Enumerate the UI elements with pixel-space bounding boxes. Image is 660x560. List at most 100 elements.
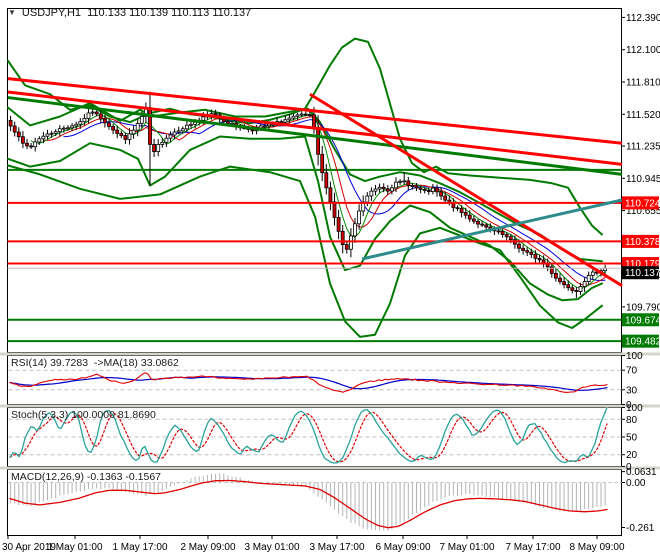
candle-body [459, 208, 464, 213]
panel-separator-1[interactable] [0, 352, 660, 356]
candle-body [443, 195, 448, 201]
candle-body [70, 125, 74, 129]
candle-body [574, 290, 579, 292]
candle-body [295, 114, 300, 117]
ma-line-red [42, 116, 606, 286]
candle-body [348, 235, 353, 250]
symbol-dropdown-icon[interactable]: ▼ [8, 8, 16, 17]
candle-body [62, 127, 66, 130]
candle-body [467, 214, 472, 220]
candle-body [439, 191, 444, 197]
stoch-k-line [9, 406, 608, 464]
time-axis-label: 2 May 09:00 [180, 542, 235, 553]
panel-separator-2[interactable] [0, 404, 660, 408]
candle-body [45, 133, 50, 137]
stoch-tick-label: 80 [626, 415, 638, 426]
candle-body [307, 114, 312, 116]
price-badge-label: 109.674 [625, 315, 660, 326]
candle-body [189, 123, 193, 126]
main-chart[interactable] [7, 37, 623, 343]
candle-body [107, 122, 111, 127]
price-tick-label: 109.790 [626, 302, 660, 313]
rsi-tick-label: 30 [626, 385, 638, 396]
candle-body [562, 281, 566, 286]
quote-text: USDJPY,H1 110.133 110.139 110.113 110.13… [21, 7, 252, 19]
candle-body [435, 187, 439, 193]
candle-body [508, 236, 513, 241]
candle-body [414, 185, 419, 189]
candle-body [320, 153, 325, 174]
macd-plot [8, 473, 622, 531]
resistance-trendline-1[interactable] [7, 77, 623, 145]
candle-body [340, 230, 345, 245]
price-tick-label: 110.655 [626, 206, 660, 217]
macd-panel[interactable] [7, 469, 622, 536]
candle-body [156, 144, 161, 153]
candle-body [369, 190, 374, 197]
price-badge-label: 110.179 [625, 259, 660, 270]
candle-body [8, 120, 13, 127]
candle-body [25, 142, 29, 147]
candle-body [426, 190, 431, 192]
candle-body [148, 107, 152, 145]
price-tick-label: 112.100 [626, 45, 660, 56]
candle-body [168, 134, 173, 139]
candle-body [123, 135, 128, 140]
candle-body [111, 126, 115, 131]
macd-tick-label: -0.261 [626, 523, 655, 534]
resistance-trendline-2[interactable] [7, 90, 623, 166]
candle-body [291, 115, 296, 119]
price-badge-black [622, 266, 659, 280]
candle-body [103, 118, 107, 124]
time-axis-label: 8 May 09:00 [569, 542, 624, 553]
price-axis: 112.390 112.100 111.810 111.520 111.235 110.9… [621, 13, 660, 534]
candle-body [529, 251, 534, 255]
candle-body [381, 186, 386, 190]
candle-body [180, 128, 185, 132]
candle-body [394, 181, 398, 189]
rsi-tick-label: 0 [626, 400, 632, 411]
candle-body [476, 220, 480, 225]
candle-body [484, 224, 489, 228]
stoch-tick-label: 50 [626, 433, 638, 444]
candle-body [29, 145, 34, 148]
candle-body [402, 180, 407, 183]
candle-body [410, 185, 415, 187]
rsi-line [9, 372, 608, 393]
time-axis-label: 7 May 01:00 [439, 542, 494, 553]
candle-body [12, 125, 17, 133]
rsi-panel[interactable] [7, 355, 622, 405]
price-badge-label: 110.724 [625, 198, 660, 209]
candle-body [549, 266, 554, 274]
candle-body [86, 112, 91, 119]
price-badge-label: 110.378 [625, 237, 660, 248]
time-axis-label: 30 Apr 2019 [2, 542, 56, 553]
macd-signal-line [9, 479, 608, 529]
candle-body [570, 287, 575, 291]
candle-body [164, 137, 169, 143]
steep-red-trendline[interactable] [309, 92, 623, 287]
candle-body [406, 180, 411, 186]
candle-body [152, 143, 157, 153]
price-tick-label: 110.945 [626, 174, 660, 185]
candle-body [41, 135, 46, 140]
panel-separator-3[interactable] [0, 466, 660, 470]
candle-body [504, 234, 509, 238]
ascending-teal-trendline[interactable] [361, 198, 623, 261]
macd-tick-label: 0.0631 [626, 467, 657, 478]
candle-body [353, 223, 357, 237]
stoch-tick-label: 20 [626, 450, 638, 461]
candle-body [541, 259, 546, 264]
candle-body [33, 141, 38, 148]
green-trendline[interactable] [7, 96, 623, 176]
candle-body [49, 132, 54, 135]
candle-body [94, 111, 99, 115]
main-price-panel[interactable] [7, 8, 622, 353]
price-tick-label: 111.810 [626, 77, 660, 88]
candle-body [127, 133, 132, 140]
candle-body [586, 274, 591, 282]
rsi-plot [8, 369, 622, 393]
candle-body [90, 111, 95, 114]
